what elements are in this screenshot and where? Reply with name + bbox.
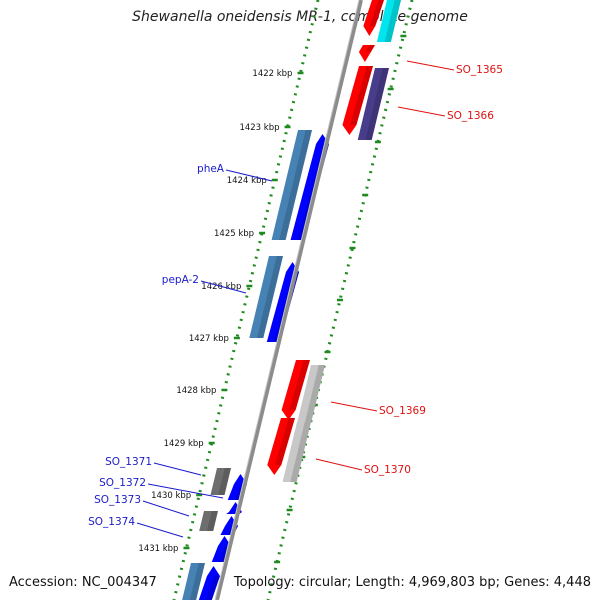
gene-block-lightgray-shade [290,422,311,482]
scale-tick-label: 1428 kbp [176,386,216,396]
gene-block-slate [357,68,389,140]
gene-block-lightgray [297,365,325,422]
gene-block-steel [271,130,312,240]
scale-tick-label: 1429 kbp [164,439,204,449]
scale-tick-label: 1424 kbp [227,176,267,186]
gene-label-leader [136,522,184,538]
gene-labels: pheA pepA-2 SO_1371 SO_1372 SO_1373 SO_1374 SO… [88,60,503,538]
gene-arrow-red [281,360,310,420]
gene-label-leader [142,500,190,517]
gene-label[interactable]: SO_1372 [99,477,146,489]
gene-arrow-red-shade [275,418,295,465]
gene-label[interactable]: SO_1371 [105,456,152,468]
gene-features [182,0,401,600]
gene-label-leader [330,401,378,412]
left-dotted-track [172,0,320,600]
gene-label-leader [397,106,446,117]
gene-label[interactable]: pheA [197,163,225,175]
gene-arrow-red-shade [289,360,310,410]
gene-label-leader [147,483,224,499]
gene-block-cyan [376,0,401,42]
gene-arrow-red [342,66,373,135]
gene-block-slate-shade [365,68,389,140]
gene-arrow-red [267,418,295,475]
scale-tick-label: 1427 kbp [189,334,229,344]
scale-ticks: 1422 kbp 1423 kbp 1424 kbp 1425 kbp 1426 kbp… [138,34,407,564]
gene-label[interactable]: SO_1370 [364,464,411,476]
gene-block-gray-shade [206,511,218,531]
gene-label[interactable]: pepA-2 [162,274,199,286]
scale-tick-label: 1422 kbp [252,69,292,79]
gene-block-steel [182,563,205,600]
gene-label-leader [200,280,247,294]
gene-block-steel-shade [189,563,205,600]
gene-block-lightgray [282,422,311,482]
gene-arrow-red-shade [350,66,373,125]
genome-backbone-highlight [214,0,360,600]
gene-arrow-red [363,0,384,36]
scale-tick-label: 1425 kbp [214,229,254,239]
accession-text: Accession: NC_004347 [9,575,157,590]
scale-tick-label: 1426 kbp [201,282,241,292]
gene-label[interactable]: SO_1369 [379,405,426,417]
gene-block-gray [210,468,231,495]
gene-block-lightgray-shade [305,365,325,422]
gene-arrow-blue [198,566,220,600]
gene-label-leader [406,60,455,71]
scale-tick-label: 1430 kbp [151,491,191,501]
gene-block-steel-shade [257,256,283,338]
gene-block-gray [199,511,218,531]
gene-block-steel-shade [279,130,312,240]
scale-tick-label: 1423 kbp [239,123,279,133]
gene-arrow-red-shade [365,45,375,52]
gene-block-steel [249,256,283,338]
gene-label[interactable]: SO_1374 [88,516,135,528]
gene-block-gray-shade [218,468,231,495]
gene-label-leader [315,458,363,471]
gene-label-leader [225,169,273,182]
gene-arrow-blue [290,134,329,240]
gene-arrow-blue-shade [205,576,220,600]
scale-tick-label: 1431 kbp [138,544,178,554]
topology-text: Topology: circular; Length: 4,969,803 bp… [233,575,591,590]
gene-arrow-red [358,45,375,62]
gene-label-leader [153,462,202,476]
gene-block-cyan-shade [384,0,401,42]
gene-arrow-red-shade [369,0,384,26]
genome-backbone [215,0,363,600]
gene-label[interactable]: SO_1373 [94,494,141,506]
gene-label[interactable]: SO_1365 [456,64,503,76]
gene-label[interactable]: SO_1366 [447,110,494,122]
